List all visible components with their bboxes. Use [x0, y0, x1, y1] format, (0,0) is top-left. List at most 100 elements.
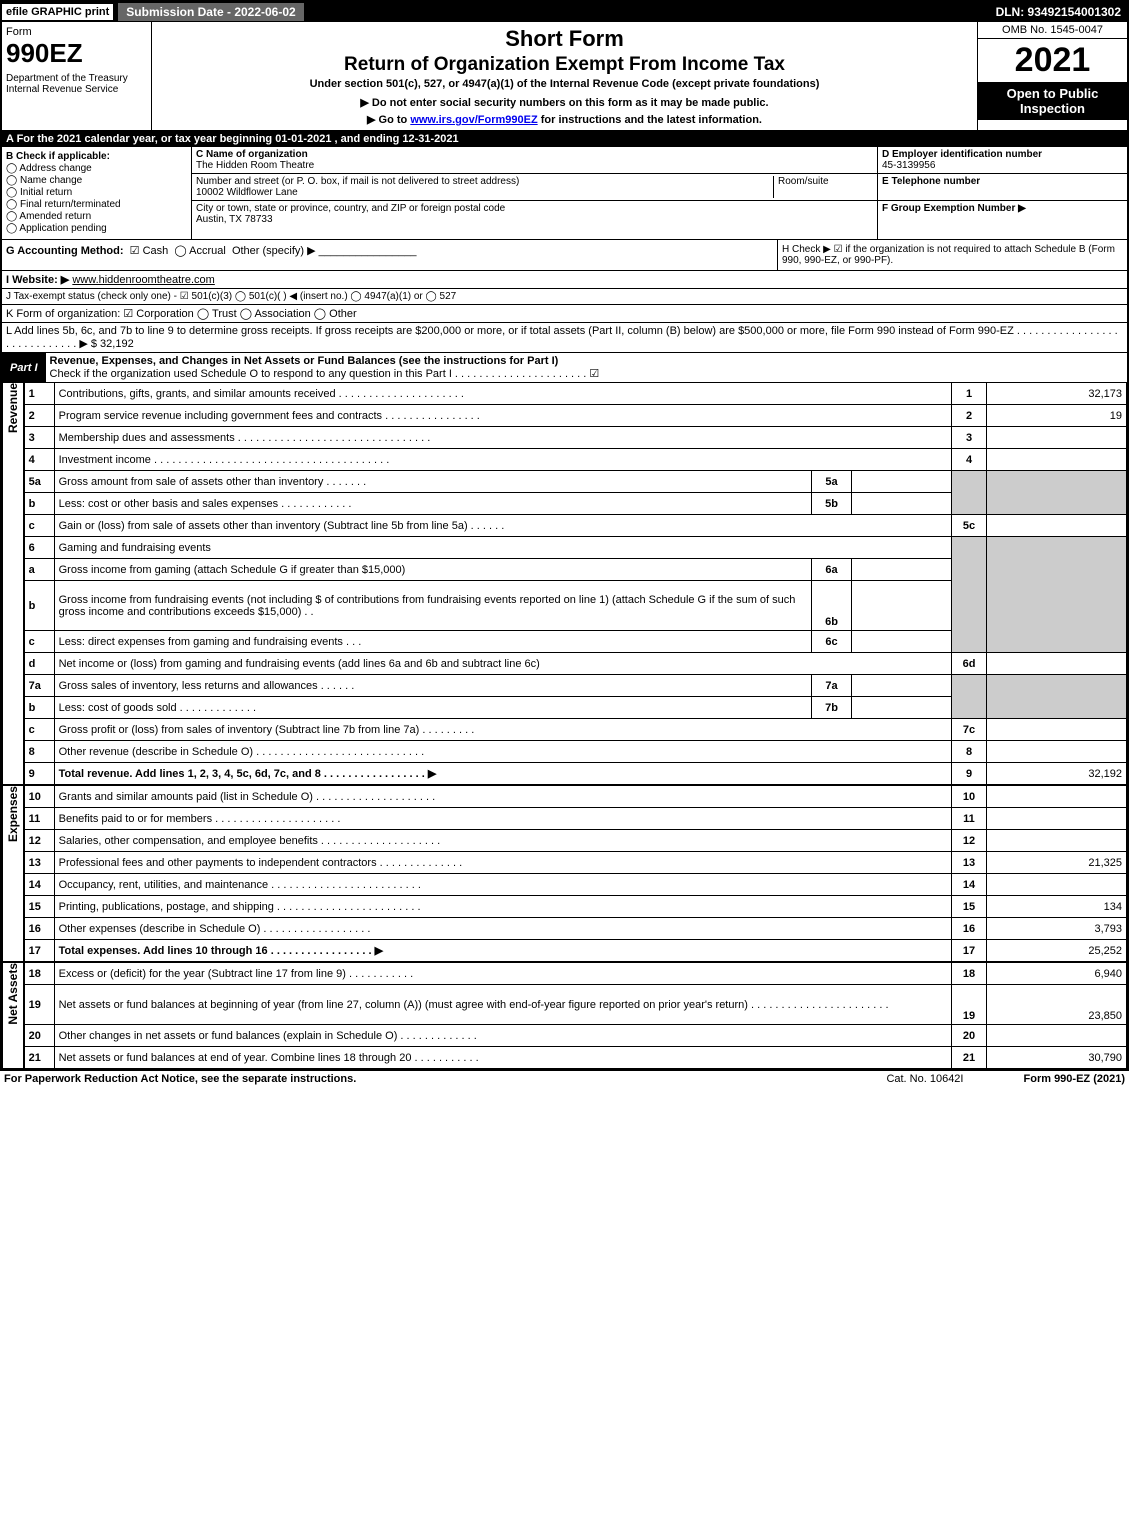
city-label: City or town, state or province, country…	[196, 203, 505, 214]
chk-initial-return: ◯ Initial return	[6, 187, 187, 198]
phone-row: E Telephone number	[878, 174, 1127, 201]
line-5c: cGain or (loss) from sale of assets othe…	[24, 515, 1126, 537]
part1-check: Check if the organization used Schedule …	[50, 368, 600, 380]
short-form-title: Short Form	[156, 26, 973, 52]
netassets-table: 18Excess or (deficit) for the year (Subt…	[24, 962, 1127, 1069]
revenue-block: Revenue 1Contributions, gifts, grants, a…	[2, 382, 1127, 785]
line-17: 17Total expenses. Add lines 10 through 1…	[24, 940, 1126, 962]
g-h-row: G Accounting Method: ☑ Cash ◯ Accrual Ot…	[2, 240, 1127, 271]
c-name-label: C Name of organization	[196, 149, 308, 160]
website-link[interactable]: www.hiddenroomtheatre.com	[72, 274, 214, 286]
line-19: 19Net assets or fund balances at beginni…	[24, 985, 1126, 1025]
tax-year: 2021	[978, 39, 1127, 82]
line-14: 14Occupancy, rent, utilities, and mainte…	[24, 874, 1126, 896]
chk-amended-return: ◯ Amended return	[6, 211, 187, 222]
netassets-block: Net Assets 18Excess or (deficit) for the…	[2, 962, 1127, 1069]
line-12: 12Salaries, other compensation, and empl…	[24, 830, 1126, 852]
header-right: OMB No. 1545-0047 2021 Open to Public In…	[977, 22, 1127, 130]
line-6d: dNet income or (loss) from gaming and fu…	[24, 653, 1126, 675]
tax-exempt-status-row: J Tax-exempt status (check only one) - ☑…	[2, 289, 1127, 305]
form-number: 990EZ	[6, 38, 147, 69]
open-public-inspection: Open to Public Inspection	[978, 82, 1127, 120]
line-7c: cGross profit or (loss) from sales of in…	[24, 719, 1126, 741]
h-schedule-b: H Check ▶ ☑ if the organization is not r…	[777, 240, 1127, 270]
omb-number: OMB No. 1545-0047	[978, 22, 1127, 39]
line-2: 2Program service revenue including gover…	[24, 405, 1126, 427]
goto-post: for instructions and the latest informat…	[538, 114, 762, 126]
footer-formref: Form 990-EZ (2021)	[1024, 1073, 1126, 1085]
line-15: 15Printing, publications, postage, and s…	[24, 896, 1126, 918]
website-row: I Website: ▶ www.hiddenroomtheatre.com	[2, 271, 1127, 289]
irs-link[interactable]: www.irs.gov/Form990EZ	[410, 114, 537, 126]
line-16: 16Other expenses (describe in Schedule O…	[24, 918, 1126, 940]
footer-left: For Paperwork Reduction Act Notice, see …	[4, 1073, 356, 1085]
line-1: 1Contributions, gifts, grants, and simil…	[24, 383, 1126, 405]
revenue-table: 1Contributions, gifts, grants, and simil…	[24, 382, 1127, 785]
expenses-vlabel: Expenses	[2, 785, 24, 962]
footer-catno: Cat. No. 10642I	[886, 1073, 963, 1085]
org-addr-row: Number and street (or P. O. box, if mail…	[192, 174, 877, 201]
g-cash: Cash	[143, 245, 169, 257]
section-b-checkboxes: B Check if applicable: ◯ Address change …	[2, 147, 192, 239]
org-name-row: C Name of organization The Hidden Room T…	[192, 147, 877, 174]
expenses-block: Expenses 10Grants and similar amounts pa…	[2, 785, 1127, 962]
group-exemption-row: F Group Exemption Number ▶	[878, 201, 1127, 216]
line-9: 9Total revenue. Add lines 1, 2, 3, 4, 5c…	[24, 763, 1126, 785]
accounting-method: G Accounting Method: ☑ Cash ◯ Accrual Ot…	[2, 240, 777, 270]
goto-pre: ▶ Go to	[367, 114, 410, 126]
top-bar: efile GRAPHIC print Submission Date - 20…	[2, 2, 1127, 22]
gross-receipts-row: L Add lines 5b, 6c, and 7b to line 9 to …	[2, 323, 1127, 353]
line-11: 11Benefits paid to or for members . . . …	[24, 808, 1126, 830]
line-18: 18Excess or (deficit) for the year (Subt…	[24, 963, 1126, 985]
netassets-vlabel: Net Assets	[2, 962, 24, 1069]
line-6: 6Gaming and fundraising events	[24, 537, 1126, 559]
part1-label: Part I	[2, 360, 46, 376]
line-20: 20Other changes in net assets or fund ba…	[24, 1025, 1126, 1047]
chk-name-change: ◯ Name change	[6, 175, 187, 186]
expenses-table: 10Grants and similar amounts paid (list …	[24, 785, 1127, 962]
room-suite-label: Room/suite	[773, 176, 873, 198]
line-5a: 5aGross amount from sale of assets other…	[24, 471, 1126, 493]
org-city: Austin, TX 78733	[196, 214, 273, 225]
part1-title: Revenue, Expenses, and Changes in Net As…	[46, 353, 1127, 382]
main-title: Return of Organization Exempt From Incom…	[156, 54, 973, 76]
line-21: 21Net assets or fund balances at end of …	[24, 1047, 1126, 1069]
chk-address-change: ◯ Address change	[6, 163, 187, 174]
goto-note: ▶ Go to www.irs.gov/Form990EZ for instru…	[156, 113, 973, 126]
i-label: I Website: ▶	[6, 274, 69, 286]
header-center: Short Form Return of Organization Exempt…	[152, 22, 977, 130]
chk-application-pending: ◯ Application pending	[6, 223, 187, 234]
section-d-e-f: D Employer identification number 45-3139…	[877, 147, 1127, 239]
form-container: efile GRAPHIC print Submission Date - 20…	[0, 0, 1129, 1071]
info-block: B Check if applicable: ◯ Address change …	[2, 147, 1127, 240]
form-header: Form 990EZ Department of the Treasury In…	[2, 22, 1127, 131]
b-label: B Check if applicable:	[6, 151, 110, 162]
line-7a: 7aGross sales of inventory, less returns…	[24, 675, 1126, 697]
section-c-org-info: C Name of organization The Hidden Room T…	[192, 147, 877, 239]
revenue-vlabel: Revenue	[2, 382, 24, 785]
g-accrual: Accrual	[189, 245, 226, 257]
f-label: F Group Exemption Number ▶	[882, 203, 1026, 214]
ein-value: 45-3139956	[882, 160, 935, 171]
submission-date: Submission Date - 2022-06-02	[117, 2, 304, 22]
line-13: 13Professional fees and other payments t…	[24, 852, 1126, 874]
addr-label: Number and street (or P. O. box, if mail…	[196, 176, 519, 187]
department-label: Department of the Treasury Internal Reve…	[6, 73, 147, 95]
efile-label: efile GRAPHIC print	[2, 4, 113, 20]
section-a-taxyear: A For the 2021 calendar year, or tax yea…	[2, 131, 1127, 147]
part1-header: Part I Revenue, Expenses, and Changes in…	[2, 353, 1127, 382]
form-of-org-row: K Form of organization: ☑ Corporation ◯ …	[2, 305, 1127, 323]
ein-row: D Employer identification number 45-3139…	[878, 147, 1127, 174]
ssn-warning: ▶ Do not enter social security numbers o…	[156, 96, 973, 109]
chk-final-return: ◯ Final return/terminated	[6, 199, 187, 210]
line-4: 4Investment income . . . . . . . . . . .…	[24, 449, 1126, 471]
org-city-row: City or town, state or province, country…	[192, 201, 877, 227]
g-other: Other (specify) ▶	[232, 245, 316, 257]
dln-label: DLN: 93492154001302	[990, 3, 1127, 21]
form-word: Form	[6, 26, 147, 38]
line-8: 8Other revenue (describe in Schedule O) …	[24, 741, 1126, 763]
org-address: 10002 Wildflower Lane	[196, 187, 298, 198]
e-label: E Telephone number	[882, 176, 980, 187]
subtitle: Under section 501(c), 527, or 4947(a)(1)…	[156, 78, 973, 90]
header-left: Form 990EZ Department of the Treasury In…	[2, 22, 152, 130]
